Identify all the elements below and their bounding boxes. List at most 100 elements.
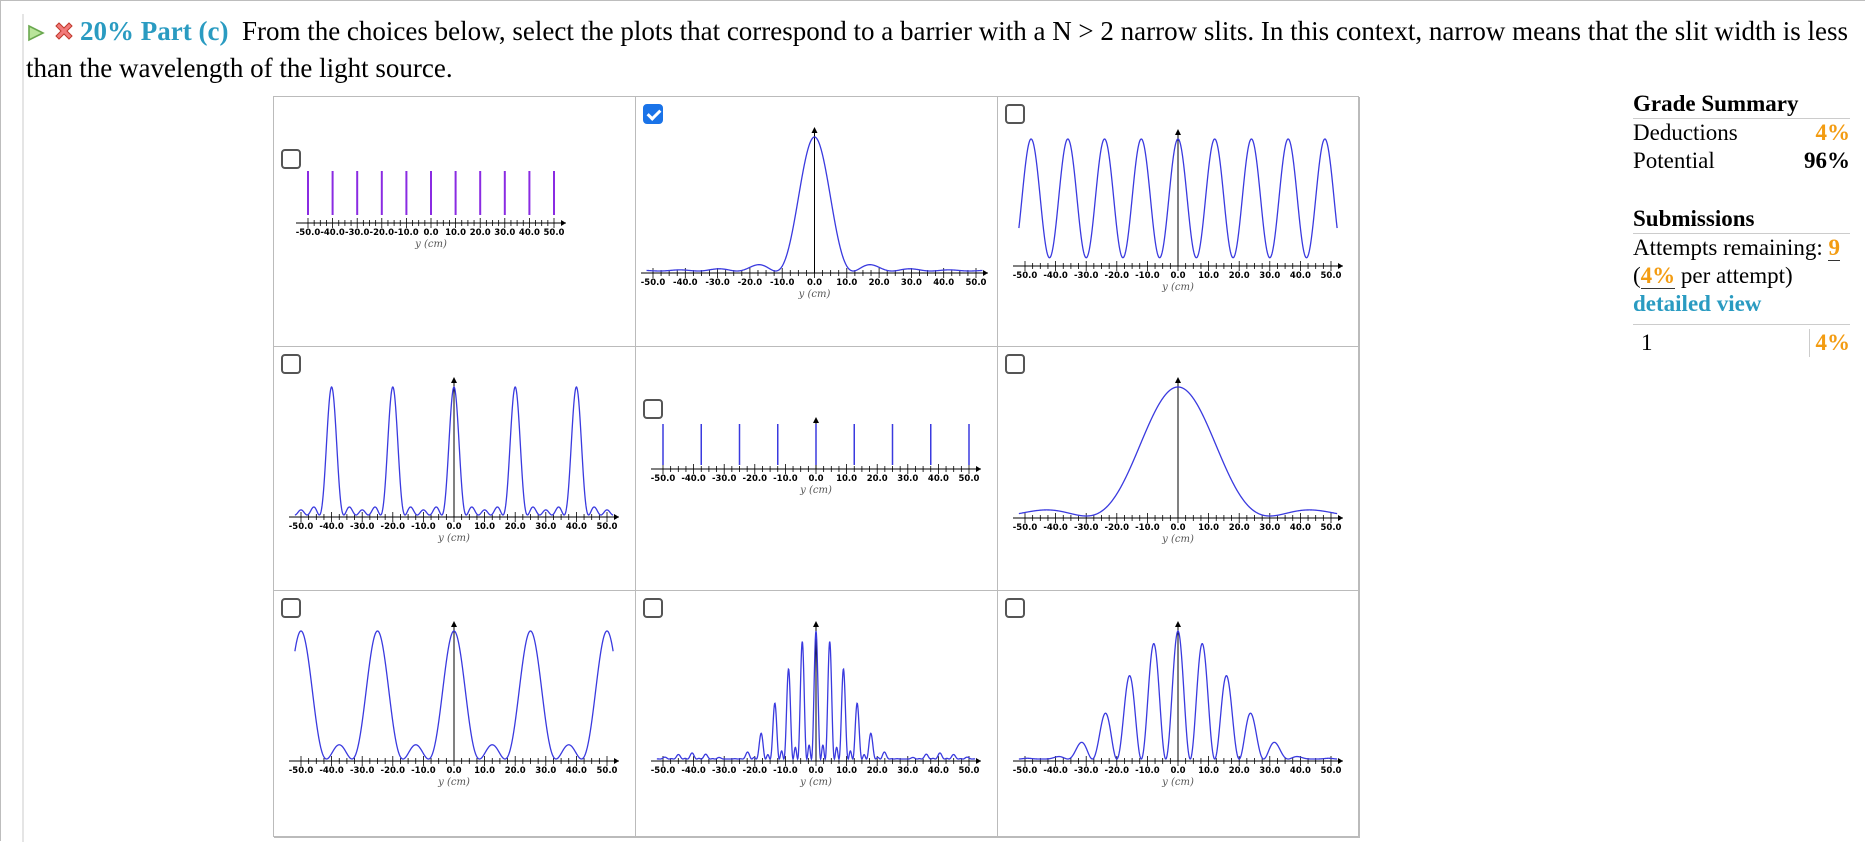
- tick-label: -20.0: [370, 228, 395, 238]
- tick-label: 30.0: [535, 522, 556, 532]
- choice-cell[interactable]: -50.0 -40.0 -30.0 -20.0 -10.0 0.0 10.0 20.0 30.0…: [274, 347, 636, 591]
- tick-label: -20.0: [743, 474, 768, 484]
- tick-label: -30.0: [1074, 523, 1099, 533]
- y-axis-arrow: [811, 127, 818, 133]
- tick-label: -50.0: [651, 474, 676, 484]
- tick-label: -40.0: [1043, 766, 1068, 776]
- choice-checkbox[interactable]: [643, 104, 663, 124]
- x-axis-arrow: [614, 514, 619, 520]
- tick-label: 0.0: [808, 474, 823, 484]
- tick-label: 50.0: [544, 228, 565, 238]
- axis-label: y (cm): [437, 533, 470, 544]
- choice-checkbox[interactable]: [281, 149, 301, 169]
- attempts-remaining: Attempts remaining: 9: [1633, 234, 1850, 262]
- y-axis-arrow: [1175, 129, 1181, 135]
- tick-label: 10.0: [836, 766, 857, 776]
- tick-label: -10.0: [1135, 766, 1160, 776]
- tick-label: -30.0: [705, 278, 730, 288]
- tick-label: 0.0: [423, 228, 438, 238]
- choice-plot: -50.0 -40.0 -30.0 -20.0 -10.0 0.0 10.0 20.0 30.0…: [289, 377, 619, 544]
- submissions-title: Submissions: [1633, 205, 1850, 234]
- tick-label: 30.0: [494, 228, 515, 238]
- tick-label: 50.0: [959, 474, 980, 484]
- intensity-curve: [1018, 630, 1338, 760]
- play-icon[interactable]: [26, 17, 46, 51]
- tick-label: 30.0: [897, 474, 918, 484]
- tick-label: 50.0: [959, 766, 980, 776]
- choice-cell[interactable]: -50.0 -40.0 -30.0 -20.0 -10.0 0.0 10.0 20.0 30.0…: [998, 97, 1360, 347]
- choice-cell[interactable]: -50.0 -40.0 -30.0 -20.0 -10.0 0.0 10.0 20.0 30.0…: [998, 347, 1360, 591]
- choice-cell[interactable]: -50.0 -40.0 -30.0 -20.0 -10.0 0.0 10.0 20.0 30.0…: [636, 97, 998, 347]
- axis-label: y (cm): [799, 777, 832, 788]
- y-axis-arrow: [813, 621, 819, 627]
- choice-cell[interactable]: -50.0 -40.0 -30.0 -20.0 -10.0 0.0 10.0 20.0 30.0…: [636, 347, 998, 591]
- choice-cell[interactable]: -50.0 -40.0 -30.0 -20.0 -10.0 0.0 10.0 20.0 30.0…: [998, 591, 1360, 838]
- attempts-value: 9: [1828, 235, 1840, 261]
- choice-checkbox[interactable]: [643, 598, 663, 618]
- tick-label: 0.0: [807, 278, 822, 288]
- choice-checkbox[interactable]: [643, 399, 663, 419]
- tick-label: -40.0: [1043, 523, 1068, 533]
- tick-label: -20.0: [743, 766, 768, 776]
- choice-plot: -50.0 -40.0 -30.0 -20.0 -10.0 0.0 10.0 20.0 30.0…: [1013, 377, 1343, 545]
- tick-label: -40.0: [319, 522, 344, 532]
- tick-label: -20.0: [1105, 523, 1130, 533]
- choice-plot: -50.0 -40.0 -30.0 -20.0 -10.0 0.0 10.0 20.0 30.0…: [1013, 621, 1343, 788]
- tick-label: -30.0: [350, 522, 375, 532]
- tick-label: 40.0: [1290, 271, 1311, 281]
- choice-checkbox[interactable]: [1005, 354, 1025, 374]
- tick-label: 40.0: [928, 474, 949, 484]
- choice-plot: -50.0 -40.0 -30.0 -20.0 -10.0 0.0 10.0 20.0 30.0…: [289, 621, 619, 788]
- choice-checkbox[interactable]: [1005, 598, 1025, 618]
- potential-row: Potential 96%: [1633, 147, 1850, 175]
- tick-label: 10.0: [474, 766, 495, 776]
- x-axis-arrow: [1338, 263, 1343, 269]
- choice-cell[interactable]: -50.0 -40.0 -30.0 -20.0 -10.0 0.0 10.0 20.0 30.0…: [636, 591, 998, 838]
- axis-label: y (cm): [798, 289, 831, 300]
- choice-cell[interactable]: -50.0 -40.0 -30.0 -20.0 -10.0 0.0 10.0 20.0 30.0…: [274, 97, 636, 347]
- choice-checkbox[interactable]: [281, 354, 301, 374]
- tick-label: -40.0: [681, 474, 706, 484]
- tick-label: -40.0: [1043, 271, 1068, 281]
- tick-label: 10.0: [474, 522, 495, 532]
- tick-label: 40.0: [1290, 766, 1311, 776]
- x-axis-arrow: [1338, 515, 1343, 521]
- left-divider: [22, 14, 24, 842]
- tick-label: 20.0: [869, 278, 890, 288]
- tick-label: -30.0: [712, 766, 737, 776]
- tick-label: -10.0: [770, 278, 795, 288]
- deductions-row: Deductions 4%: [1633, 119, 1850, 147]
- tick-label: 10.0: [836, 278, 857, 288]
- tick-label: 50.0: [966, 278, 987, 288]
- tick-label: -30.0: [712, 474, 737, 484]
- tick-label: -20.0: [1105, 271, 1130, 281]
- tick-label: -30.0: [350, 766, 375, 776]
- choice-plot: -50.0 -40.0 -30.0 -20.0 -10.0 0.0 10.0 20.0 30.0…: [651, 417, 981, 496]
- detailed-view-link[interactable]: detailed view: [1633, 291, 1762, 316]
- tick-label: 20.0: [867, 766, 888, 776]
- tick-label: -40.0: [673, 278, 698, 288]
- tick-label: -40.0: [319, 766, 344, 776]
- tick-label: -50.0: [641, 278, 666, 288]
- intensity-curve: [1018, 386, 1338, 517]
- choice-checkbox[interactable]: [1005, 104, 1025, 124]
- tick-label: -10.0: [773, 766, 798, 776]
- attempts-label: Attempts remaining:: [1633, 235, 1823, 260]
- tick-label: 50.0: [597, 766, 618, 776]
- x-axis-arrow: [561, 220, 566, 226]
- tick-label: -10.0: [1135, 523, 1160, 533]
- x-axis-arrow: [1338, 758, 1343, 764]
- tick-label: -40.0: [320, 228, 345, 238]
- tick-label: 10.0: [1198, 523, 1219, 533]
- choice-cell[interactable]: -50.0 -40.0 -30.0 -20.0 -10.0 0.0 10.0 20.0 30.0…: [274, 591, 636, 838]
- choice-checkbox[interactable]: [281, 598, 301, 618]
- axis-label: y (cm): [799, 485, 832, 496]
- tick-label: 20.0: [505, 522, 526, 532]
- tick-label: 10.0: [1198, 766, 1219, 776]
- tick-label: -40.0: [681, 766, 706, 776]
- tick-label: -30.0: [1074, 271, 1099, 281]
- x-axis-arrow: [614, 758, 619, 764]
- tick-label: -50.0: [1013, 271, 1038, 281]
- tick-label: 0.0: [446, 766, 461, 776]
- potential-value: 96%: [1804, 148, 1850, 173]
